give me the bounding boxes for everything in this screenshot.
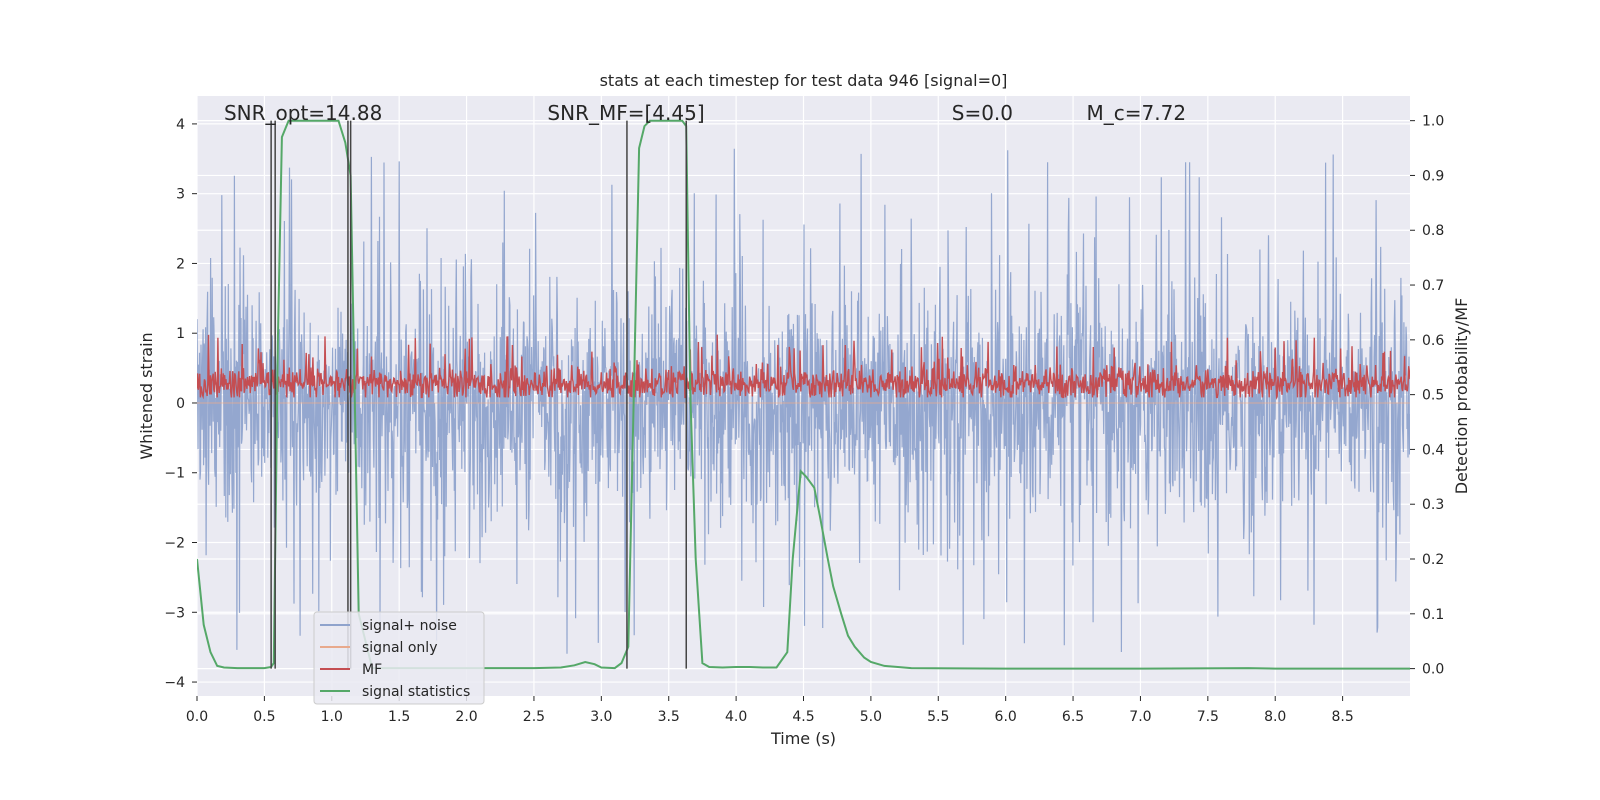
x-tick-label: 1.0: [321, 709, 343, 725]
y-tick-label: 2: [176, 256, 185, 272]
series-signal-noise: [197, 148, 1410, 654]
x-tick-label: 6.0: [995, 709, 1017, 725]
legend-label: signal+ noise: [362, 618, 457, 634]
y-right-tick-label: 0.0: [1422, 662, 1444, 678]
vertical-markers: [270, 120, 687, 669]
x-tick-label: 0.5: [253, 709, 275, 725]
y-right-tick-label: 1.0: [1422, 114, 1444, 130]
y-right-tick-label: 0.3: [1422, 497, 1444, 513]
x-tick-label: 7.0: [1129, 709, 1151, 725]
y-tick-label: −4: [164, 675, 185, 691]
legend-label: signal only: [362, 640, 437, 656]
chart-title: stats at each timestep for test data 946…: [600, 71, 1008, 90]
y-tick-label: −2: [164, 536, 185, 552]
y-right-tick-label: 0.7: [1422, 278, 1444, 294]
y-right-tick-label: 0.1: [1422, 607, 1444, 623]
y-right-tick-label: 0.2: [1422, 552, 1444, 568]
x-axis-label: Time (s): [770, 729, 836, 748]
x-tick-label: 6.5: [1062, 709, 1084, 725]
y-axis-label: Whitened strain: [137, 332, 156, 459]
x-tick-label: 3.5: [658, 709, 680, 725]
y-right-tick-label: 0.8: [1422, 223, 1444, 239]
series-mf: [197, 334, 1410, 400]
legend-label: MF: [362, 662, 382, 678]
y-tick-label: −3: [164, 605, 185, 621]
series-layer: [197, 119, 1410, 670]
y-right-tick-label: 0.5: [1422, 388, 1444, 404]
legend-label: signal statistics: [362, 684, 470, 700]
x-tick-label: 7.5: [1197, 709, 1219, 725]
axes: 0.0 0.5 1.0 1.5 2.0 2.5 3.0 3.5 4.0 4.5 5.0 5.5 6.0 6…: [164, 114, 1444, 725]
x-tick-label: 2.0: [455, 709, 477, 725]
x-tick-label: 4.0: [725, 709, 747, 725]
y-tick-label: 0: [176, 396, 185, 412]
x-tick-label: 0.0: [186, 709, 208, 725]
x-tick-label: 5.0: [860, 709, 882, 725]
series-signal-statistics: [197, 119, 1410, 670]
x-tick-label: 8.5: [1331, 709, 1353, 725]
y-right-tick-label: 0.6: [1422, 333, 1444, 349]
y-tick-label: 1: [176, 326, 185, 342]
y-axis-right-label: Detection probability/MF: [1452, 298, 1471, 495]
x-tick-label: 4.5: [792, 709, 814, 725]
x-tick-label: 3.0: [590, 709, 612, 725]
legend: signal+ noise signal only MF signal statist…: [313, 611, 485, 705]
x-tick-label: 2.5: [523, 709, 545, 725]
legend-box: [313, 611, 485, 705]
y-tick-label: 3: [176, 187, 185, 203]
y-right-tick-label: 0.9: [1422, 168, 1444, 184]
y-tick-label: −1: [164, 466, 185, 482]
y-tick-label: 4: [176, 117, 185, 133]
annotations: SNR_opt=14.88 SNR_MF=[4.45] S=0.0 M_c=7.72: [224, 101, 1186, 125]
y-right-tick-label: 0.4: [1422, 442, 1444, 458]
annotation-snr-opt: SNR_opt=14.88: [224, 101, 382, 125]
annotation-snr-mf: SNR_MF=[4.45]: [547, 101, 704, 125]
x-tick-label: 1.5: [388, 709, 410, 725]
x-tick-label: 5.5: [927, 709, 949, 725]
annotation-s-value: S=0.0: [952, 101, 1013, 125]
annotation-mc-value: M_c=7.72: [1087, 101, 1187, 125]
x-tick-label: 8.0: [1264, 709, 1286, 725]
